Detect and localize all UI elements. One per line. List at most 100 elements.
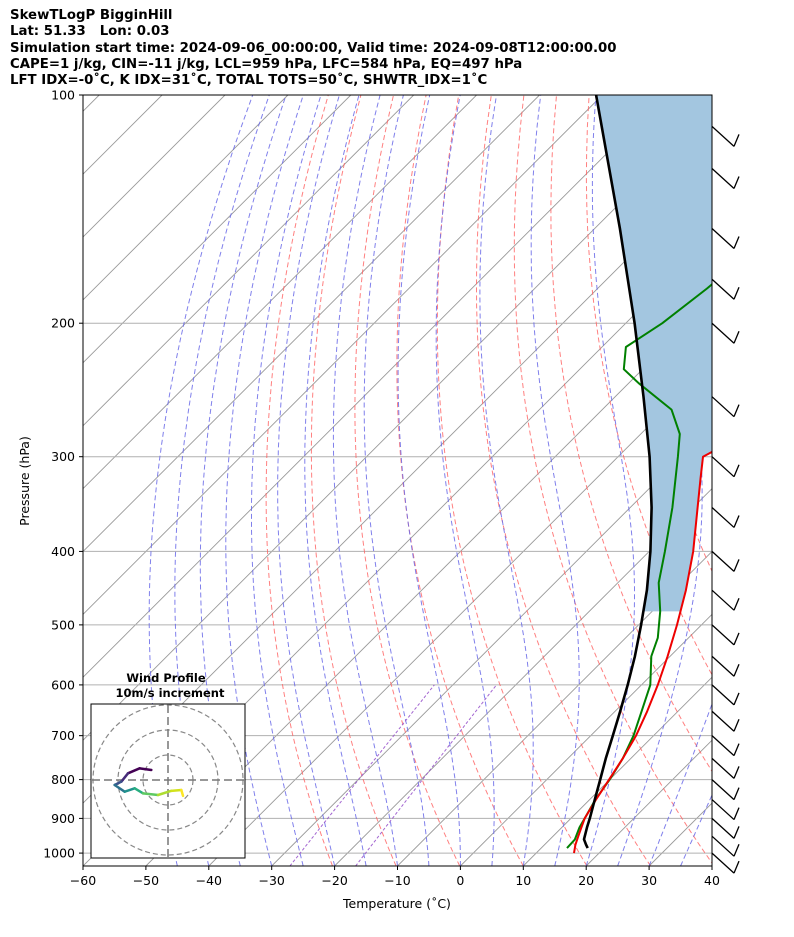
isotherm <box>711 865 712 866</box>
hodograph-segment <box>138 767 153 772</box>
y-tick-label: 100 <box>51 88 75 103</box>
isotherm <box>775 95 794 866</box>
wind-barb-flag <box>733 236 740 249</box>
wind-barb-shaft <box>711 278 735 300</box>
moist-adiabat <box>148 95 254 866</box>
isotherm <box>83 95 226 238</box>
dry-adiabat <box>265 95 333 866</box>
hodograph-segment <box>123 787 136 793</box>
wind-barb-flag <box>733 515 740 528</box>
mixing-ratio-line <box>355 684 497 866</box>
wind-barb-shaft <box>711 396 735 418</box>
wind-barb-flag <box>733 286 740 300</box>
x-tick-label: −50 <box>133 873 159 888</box>
hodograph-title: Wind Profile <box>126 671 206 685</box>
wind-barb-flag <box>733 787 740 800</box>
x-axis-ticks: −60 −50 −40 −30 −20 −10 0 10 20 30 40 <box>70 866 720 888</box>
dry-adiabat <box>785 95 794 866</box>
moist-adiabat <box>332 95 398 866</box>
y-tick-label: 400 <box>51 544 75 559</box>
wind-barb-shaft <box>711 852 735 874</box>
y-tick-label: 700 <box>51 728 75 743</box>
wind-barb-flag <box>733 597 740 611</box>
y-tick-label: 800 <box>51 772 75 787</box>
y-tick-label: 1000 <box>43 846 75 861</box>
x-tick-label: 0 <box>456 873 464 888</box>
dry-adiabat <box>550 95 712 773</box>
x-tick-label: 20 <box>578 873 594 888</box>
mixing-ratio-line <box>289 684 435 866</box>
wind-barbs <box>711 125 740 874</box>
moist-adiabat <box>363 95 430 866</box>
moist-adiabat <box>711 864 712 866</box>
x-tick-label: 30 <box>641 873 657 888</box>
moist-adiabat <box>225 95 304 866</box>
dry-adiabats <box>265 95 794 866</box>
moist-adiabat <box>277 95 340 866</box>
isotherm <box>83 95 415 427</box>
wind-barb-shaft <box>711 757 735 779</box>
moist-adiabat <box>199 95 287 866</box>
x-tick-label: −20 <box>321 873 347 888</box>
wind-barb-shaft <box>711 506 735 528</box>
isotherm <box>460 613 712 866</box>
x-tick-label: −60 <box>70 873 96 888</box>
hodograph-segment <box>141 792 160 797</box>
moist-adiabat <box>174 95 270 866</box>
wind-barb-flag <box>733 176 740 189</box>
moist-adiabat <box>530 95 580 866</box>
isotherm <box>83 95 666 678</box>
wind-barb-shaft <box>711 710 735 732</box>
chart-header: SkewTLogP BigginHill Lat: 51.33 Lon: 0.0… <box>10 8 790 89</box>
wind-barb-shaft <box>711 655 735 677</box>
hodograph-segment <box>120 772 130 783</box>
x-tick-label: −30 <box>259 873 285 888</box>
y-axis-ticks: 1000 900 800 700 600 500 400 300 200 100 <box>43 88 83 861</box>
x-tick-label: −40 <box>196 873 222 888</box>
cape-indices-text: CAPE=1 j/kg, CIN=-11 j/kg, LCL=959 hPa, … <box>10 56 523 72</box>
moist-adiabat <box>304 95 367 866</box>
profile-lines <box>566 95 712 854</box>
temperature-line <box>573 450 712 854</box>
isotherm <box>83 95 477 490</box>
wind-barb-flag <box>733 464 740 477</box>
isotherm <box>83 95 352 364</box>
isotherm <box>145 299 712 866</box>
isotherm <box>397 550 712 866</box>
dry-adiabat <box>396 95 524 866</box>
cape-fill <box>596 95 712 612</box>
wind-barb-shaft <box>711 779 735 801</box>
y-axis-label: Pressure (hPa) <box>17 436 32 526</box>
dry-adiabat <box>310 95 397 866</box>
moist-adiabat <box>744 95 794 866</box>
wind-barb-shaft <box>711 322 735 344</box>
moist-adiabat <box>397 95 461 866</box>
wind-barb-shaft <box>711 589 735 611</box>
moist-adiabat <box>251 95 322 866</box>
chart-title: SkewTLogP BigginHill <box>10 8 173 23</box>
dry-adiabat <box>585 95 712 676</box>
hodograph-plot <box>92 704 244 857</box>
isotherm <box>83 95 289 301</box>
dry-adiabat <box>720 95 794 866</box>
cape-area <box>596 95 712 612</box>
x-tick-label: 40 <box>704 873 720 888</box>
wind-barb-shaft <box>711 835 735 857</box>
moist-adiabat <box>680 793 712 866</box>
wind-barb-flag <box>733 134 740 147</box>
parcel-line <box>582 95 653 849</box>
wind-barb-shaft <box>711 735 735 757</box>
hodograph-segment <box>180 788 185 798</box>
hodograph-subtitle: 10m/s increment <box>116 686 225 700</box>
location-text: Lat: 51.33 Lon: 0.03 <box>10 24 170 40</box>
stability-indices-text: LFT IDX=-0˚C, K IDX=31˚C, TOTAL TOTS=50˚… <box>10 73 488 89</box>
wind-barb-flag <box>733 860 740 874</box>
hodograph-segment <box>113 783 126 793</box>
wind-barb-flag <box>733 559 740 572</box>
wind-barb-shaft <box>711 167 735 189</box>
wind-barb-flag <box>733 632 740 646</box>
wind-barb-shaft <box>711 550 735 572</box>
y-tick-label: 500 <box>51 617 75 632</box>
wind-barb-flag <box>733 692 740 706</box>
wind-barb-flag <box>733 330 740 344</box>
